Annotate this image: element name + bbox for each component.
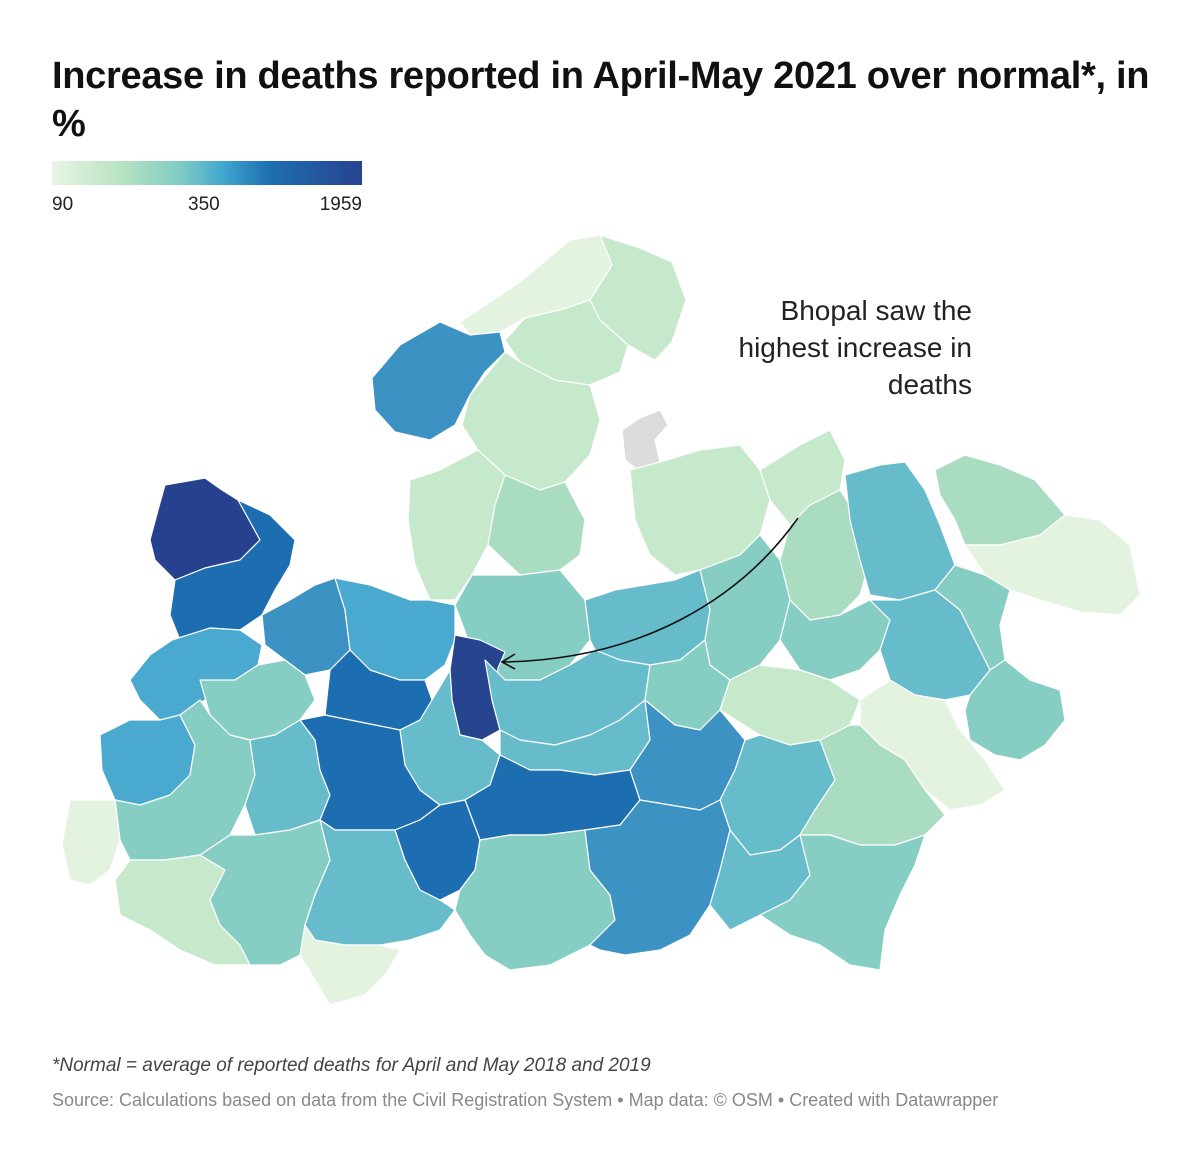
legend-min-label: 90 xyxy=(52,194,74,215)
district-region[interactable] xyxy=(299,924,401,1006)
color-legend: 90 350 1959 xyxy=(52,161,362,218)
district-region[interactable] xyxy=(129,627,263,721)
chart-title: Increase in deaths reported in April-May… xyxy=(52,55,1150,145)
footnote: *Normal = average of reported deaths for… xyxy=(52,1055,651,1076)
map-svg xyxy=(61,234,1141,1006)
legend-max-label: 1959 xyxy=(319,194,362,215)
district-region[interactable] xyxy=(61,799,121,886)
district-region[interactable] xyxy=(407,449,506,601)
legend-gradient-bar xyxy=(52,161,362,185)
district-region[interactable] xyxy=(759,834,926,971)
arrow-head-icon xyxy=(500,653,516,670)
district-region[interactable] xyxy=(589,234,687,361)
district-region[interactable] xyxy=(261,577,351,676)
legend-mid-label: 350 xyxy=(188,194,220,215)
district-region[interactable] xyxy=(399,669,501,806)
district-region[interactable] xyxy=(584,799,731,956)
bhopal-annotation: Bhopal saw the highest increase in death… xyxy=(738,295,972,400)
district-region[interactable] xyxy=(504,299,629,386)
district-region[interactable] xyxy=(371,321,506,441)
district-region[interactable] xyxy=(487,474,586,576)
source-note: Source: Calculations based on data from … xyxy=(52,1090,999,1110)
choropleth-map xyxy=(0,220,1200,1040)
district-region[interactable] xyxy=(621,409,669,473)
annotation-arrow xyxy=(501,517,799,663)
district-region[interactable] xyxy=(964,659,1066,761)
district-region[interactable] xyxy=(304,819,456,946)
district-region[interactable] xyxy=(699,534,791,681)
